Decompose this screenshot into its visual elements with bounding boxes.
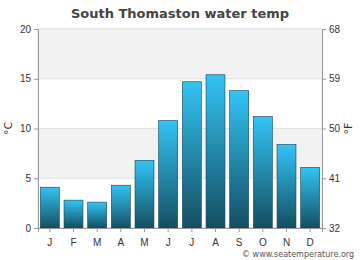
tick-mark bbox=[34, 29, 38, 30]
tick: 32 bbox=[322, 223, 341, 234]
tick-mark bbox=[322, 228, 326, 229]
tick-label: D bbox=[307, 237, 314, 248]
tick-mark bbox=[120, 228, 121, 232]
tick-label: M bbox=[140, 237, 148, 248]
title: South Thomaston water temp bbox=[71, 6, 289, 21]
tick: 0 bbox=[25, 223, 38, 234]
tick: 10 bbox=[20, 123, 38, 134]
tick-mark bbox=[144, 228, 145, 232]
bar bbox=[206, 75, 225, 228]
tick-label: 15 bbox=[20, 73, 32, 84]
tick: O bbox=[259, 228, 267, 248]
tick: 68 bbox=[322, 24, 341, 35]
axis-line bbox=[323, 30, 327, 229]
bar bbox=[111, 185, 130, 228]
tick-label: M bbox=[93, 237, 101, 248]
tick-mark bbox=[73, 228, 74, 232]
tick-label: O bbox=[259, 237, 267, 248]
tick-label: 5 bbox=[25, 173, 31, 184]
tick: 5 bbox=[25, 173, 38, 184]
tick-mark bbox=[322, 79, 326, 80]
tick: A bbox=[212, 228, 219, 248]
tick-mark bbox=[215, 228, 216, 232]
tick: D bbox=[307, 228, 314, 248]
tick: 41 bbox=[322, 173, 341, 184]
tick-mark bbox=[322, 129, 326, 130]
tick-mark bbox=[262, 228, 263, 232]
source: © www.seatemperature.org bbox=[242, 250, 354, 259]
y-axis-title: °C bbox=[2, 122, 15, 136]
tick: 20 bbox=[20, 24, 38, 35]
grid-line bbox=[38, 78, 322, 79]
plot: J F M A M J J A S O N D 0 5 10 15 20 32 41 50 59 68 bbox=[20, 24, 341, 248]
bars bbox=[40, 75, 319, 228]
bar bbox=[64, 200, 83, 228]
bar bbox=[230, 91, 249, 228]
tick: S bbox=[236, 228, 243, 248]
tick-mark bbox=[97, 228, 98, 232]
tick-label: S bbox=[236, 237, 243, 248]
grid-band bbox=[38, 29, 322, 79]
bar bbox=[40, 187, 59, 228]
x-axis: JFMAMJJASOND bbox=[39, 228, 323, 248]
tick-label: 41 bbox=[329, 173, 341, 184]
bar bbox=[135, 160, 154, 228]
tick-label: 32 bbox=[329, 223, 341, 234]
tick-mark bbox=[191, 228, 192, 232]
grid-line bbox=[38, 128, 322, 129]
tick-label: 68 bbox=[329, 24, 341, 35]
tick-label: F bbox=[70, 237, 76, 248]
tick-mark bbox=[310, 228, 311, 232]
y2-axis: 32 41 50 59 68 bbox=[322, 24, 341, 234]
tick: M bbox=[140, 228, 148, 248]
chart: J F M A M J J A S O N D 0 5 10 15 20 32 41 50 59 68 South Thom… bbox=[0, 0, 360, 260]
tick: N bbox=[283, 228, 290, 248]
tick-label: A bbox=[212, 237, 219, 248]
tick-label: 0 bbox=[25, 223, 31, 234]
tick: F bbox=[70, 228, 76, 248]
tick-label: 59 bbox=[329, 73, 341, 84]
tick-mark bbox=[34, 178, 38, 179]
tick-mark bbox=[239, 228, 240, 232]
bar bbox=[182, 82, 201, 228]
tick: J bbox=[166, 228, 171, 248]
tick-label: J bbox=[189, 237, 194, 248]
axis-line bbox=[34, 30, 39, 229]
tick-label: A bbox=[117, 237, 124, 248]
tick: M bbox=[93, 228, 101, 248]
y2-axis-title: °F bbox=[342, 123, 355, 135]
tick: 50 bbox=[322, 123, 341, 134]
tick-label: J bbox=[166, 237, 171, 248]
tick: 15 bbox=[20, 73, 38, 84]
bar bbox=[253, 117, 272, 228]
tick-label: J bbox=[47, 237, 52, 248]
y-axis: 0 5 10 15 20 bbox=[20, 24, 39, 234]
tick-label: 10 bbox=[20, 123, 32, 134]
tick-mark bbox=[286, 228, 287, 232]
tick-mark bbox=[322, 29, 326, 30]
axis-line bbox=[39, 229, 323, 233]
tick-mark bbox=[49, 228, 50, 232]
bar bbox=[88, 202, 107, 228]
bar bbox=[301, 167, 320, 228]
tick-mark bbox=[34, 129, 38, 130]
tick: 59 bbox=[322, 73, 341, 84]
tick-mark bbox=[322, 178, 326, 179]
plot-background bbox=[38, 29, 322, 228]
tick-label: 20 bbox=[20, 24, 32, 35]
tick-label: N bbox=[283, 237, 290, 248]
tick-mark bbox=[168, 228, 169, 232]
bar bbox=[277, 144, 296, 228]
tick: J bbox=[47, 228, 52, 248]
grid-line bbox=[38, 29, 322, 30]
tick-mark bbox=[34, 79, 38, 80]
tick: J bbox=[189, 228, 194, 248]
tick: A bbox=[117, 228, 124, 248]
tick-label: 50 bbox=[329, 123, 341, 134]
bar bbox=[159, 121, 178, 228]
tick-mark bbox=[34, 228, 38, 229]
